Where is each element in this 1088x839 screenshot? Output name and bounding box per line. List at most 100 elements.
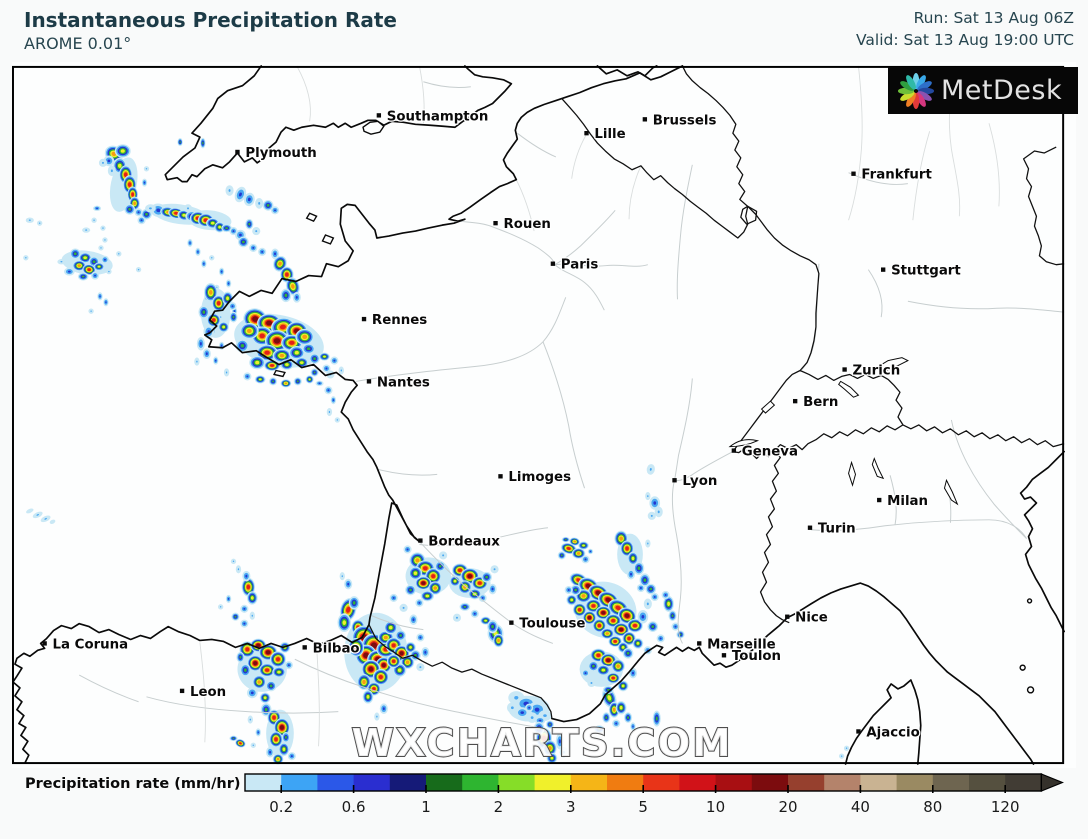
precip-cell: [545, 720, 554, 729]
coastline-corsica: [844, 679, 922, 765]
precip-cell: [632, 638, 644, 649]
precip-cell: [315, 380, 324, 387]
precip-cell: [600, 653, 617, 667]
precip-cell: [330, 396, 337, 405]
precip-cell: [196, 337, 205, 351]
precip-cell: [339, 572, 345, 581]
precip-cell: [617, 607, 637, 625]
colorbar-segment: [389, 774, 427, 791]
colorbar-tick-label: 0.2: [269, 798, 293, 816]
precipitation-layer: [23, 137, 850, 765]
lake-constance: [877, 357, 910, 372]
city-marker: [792, 398, 798, 404]
precip-cell: [628, 667, 638, 679]
precip-cell: [348, 596, 360, 610]
city-marker: [856, 729, 861, 734]
precip-cell: [334, 417, 341, 423]
colorbar-tick-label: 5: [638, 798, 648, 816]
precip-cell: [645, 583, 657, 595]
precip-cell: [649, 496, 661, 510]
precip-cell: [607, 599, 629, 617]
colorbar-tick-label: 10: [706, 798, 725, 816]
precip-cell: [221, 224, 232, 233]
precip-cell: [324, 386, 333, 395]
precip-cell: [272, 753, 284, 765]
precip-cell: [322, 364, 331, 373]
precip-cell: [622, 631, 636, 646]
precip-cell: [203, 325, 215, 339]
precip-cell: [270, 206, 280, 215]
precip-cell: [451, 563, 468, 577]
precip-cell: [337, 613, 351, 633]
precip-cell: [292, 291, 301, 303]
precip-cell: [293, 377, 302, 386]
precip-cell: [626, 568, 636, 580]
precip-cell: [134, 208, 143, 217]
precip-cell: [225, 279, 232, 288]
precip-cell: [588, 660, 599, 672]
precip-cell: [654, 506, 663, 518]
lake-geneva: [728, 439, 760, 448]
precip-cell: [258, 247, 267, 256]
precip-cell: [319, 352, 330, 361]
city-label: Brussels: [653, 113, 717, 128]
precip-cell: [269, 377, 278, 386]
precip-cell: [266, 746, 275, 758]
precip-cell: [280, 379, 292, 388]
lake-maggiore: [848, 460, 857, 487]
colorbar-segment: [788, 774, 825, 791]
precip-cell: [269, 731, 283, 748]
colorbar-segment: [570, 774, 608, 791]
city-marker: [842, 367, 847, 372]
city-label: Ajaccio: [866, 725, 919, 740]
precip-cell: [247, 655, 264, 672]
city-label: Geneva: [742, 445, 798, 460]
precip-cell: [102, 237, 108, 243]
precip-cell: [372, 669, 389, 686]
city-marker: [42, 641, 47, 646]
precip-cell: [245, 218, 254, 230]
precip-cell: [255, 728, 261, 737]
precip-cell: [265, 680, 277, 692]
precip-cell: [361, 659, 381, 679]
precip-cell: [218, 267, 225, 276]
tuscan-islands: [1019, 598, 1035, 694]
precip-cell: [546, 752, 558, 764]
geography-layer: [12, 65, 1065, 765]
lake-neuchatel: [760, 400, 776, 414]
precip-cell: [259, 692, 271, 704]
precip-cell: [204, 282, 218, 302]
model-label: AROME 0.01°: [24, 34, 132, 53]
precip-cell: [416, 663, 425, 672]
precip-cell: [330, 356, 339, 365]
precip-cell: [389, 593, 398, 602]
precip-cell: [92, 205, 102, 212]
precip-cell: [124, 203, 136, 215]
precip-cell: [239, 322, 259, 339]
precip-cell: [230, 558, 237, 565]
city-label: Limoges: [508, 470, 571, 485]
page-title: Instantaneous Precipitation Rate: [24, 8, 397, 32]
colorbar-segment: [245, 774, 282, 791]
precip-cell: [581, 669, 590, 678]
precip-cell: [116, 251, 122, 257]
city-marker: [584, 131, 589, 136]
precip-cell: [676, 630, 685, 639]
city-label: Bern: [803, 395, 838, 410]
precip-cell: [145, 204, 156, 213]
map-border: [12, 65, 1065, 765]
legend-label: Precipitation rate (mm/hr): [25, 776, 240, 792]
precip-cell: [100, 225, 106, 231]
precip-cell: [613, 622, 630, 637]
colorbar-segment: [607, 774, 644, 791]
city-label: Nantes: [377, 375, 430, 390]
precip-cell: [838, 753, 845, 759]
precip-cell: [630, 722, 636, 731]
precip-cell: [605, 613, 622, 628]
city-label: Nice: [795, 611, 828, 626]
precip-cell: [587, 548, 594, 555]
precip-cell: [255, 198, 264, 209]
precip-cell: [236, 651, 245, 663]
run-time: Run: Sat 13 Aug 06Z: [913, 9, 1074, 27]
city-marker: [697, 641, 702, 646]
